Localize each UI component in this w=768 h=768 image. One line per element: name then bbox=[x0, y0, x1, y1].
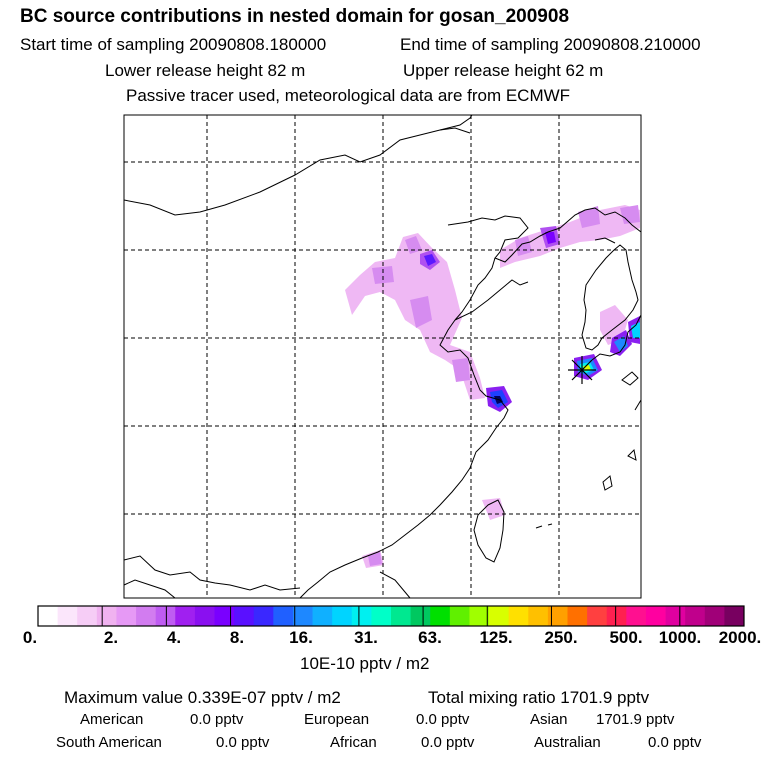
tick-label: 8. bbox=[229, 628, 245, 647]
colorbar-cell bbox=[489, 606, 510, 626]
colorbar-cell bbox=[77, 606, 98, 626]
tick-label: 0. bbox=[22, 628, 38, 647]
colorbar-units: 10E-10 pptv / m2 bbox=[300, 654, 430, 673]
upper-release-height: Upper release height 62 m bbox=[403, 61, 604, 80]
colorbar-cell bbox=[332, 606, 353, 626]
colorbar-cell bbox=[685, 606, 706, 626]
total-mixing-ratio: Total mixing ratio 1701.9 pptv bbox=[428, 688, 650, 707]
source-label: African bbox=[330, 734, 377, 751]
tick-label: 31. bbox=[354, 628, 378, 647]
tick-label: 250. bbox=[544, 628, 578, 647]
tick-label: 1000. bbox=[658, 628, 702, 647]
lat-lon-grid bbox=[124, 115, 641, 598]
colorbar-cell bbox=[312, 606, 333, 626]
colorbar-cell bbox=[38, 606, 59, 626]
colorbar-cell bbox=[528, 606, 549, 626]
colorbar-cell bbox=[175, 606, 196, 626]
source-value: 0.0 pptv bbox=[648, 734, 702, 751]
plot-title: BC source contributions in nested domain… bbox=[20, 6, 570, 27]
colorbar-cell bbox=[273, 606, 294, 626]
colorbar-cell bbox=[351, 606, 372, 626]
colorbar-cell bbox=[371, 606, 392, 626]
start-sampling-time: Start time of sampling 20090808.180000 bbox=[20, 35, 327, 54]
tick-label: 125. bbox=[479, 628, 513, 647]
receptor-site-marker bbox=[568, 356, 596, 384]
source-value: 0.0 pptv bbox=[416, 711, 470, 728]
colorbar-cell bbox=[626, 606, 647, 626]
plume-medium bbox=[368, 205, 640, 566]
source-label: Australian bbox=[534, 734, 601, 751]
colorbar-cell bbox=[645, 606, 666, 626]
colorbar-cell bbox=[57, 606, 78, 626]
source-value: 0.0 pptv bbox=[216, 734, 270, 751]
colorbar-cell bbox=[469, 606, 490, 626]
colorbar-cell bbox=[547, 606, 568, 626]
tick-label: 2000. bbox=[718, 628, 762, 647]
source-label: South American bbox=[56, 734, 162, 751]
colorbar-cell bbox=[234, 606, 255, 626]
colorbar-cell bbox=[508, 606, 529, 626]
colorbar-cell bbox=[665, 606, 686, 626]
coastlines bbox=[123, 114, 642, 599]
tick-label: 16. bbox=[289, 628, 313, 647]
colorbar-cell bbox=[724, 606, 745, 626]
tick-label: 63. bbox=[418, 628, 442, 647]
source-value: 0.0 pptv bbox=[421, 734, 475, 751]
colorbar-cell bbox=[587, 606, 608, 626]
colorbar-cell bbox=[194, 606, 215, 626]
colorbar-cell bbox=[253, 606, 274, 626]
tracer-note: Passive tracer used, meteorological data… bbox=[126, 86, 571, 105]
source-label: Asian bbox=[530, 711, 568, 728]
colorbar-cell bbox=[155, 606, 176, 626]
tick-label: 2. bbox=[103, 628, 119, 647]
tick-label: 4. bbox=[166, 628, 182, 647]
colorbar-cell bbox=[116, 606, 137, 626]
end-sampling-time: End time of sampling 20090808.210000 bbox=[400, 35, 701, 54]
colorbar-cell bbox=[96, 606, 117, 626]
source-label: European bbox=[304, 711, 370, 728]
source-value: 1701.9 pptv bbox=[596, 711, 675, 728]
colorbar-cell bbox=[430, 606, 451, 626]
colorbar-cell bbox=[136, 606, 157, 626]
colorbar-cell bbox=[606, 606, 627, 626]
colorbar-cell bbox=[391, 606, 412, 626]
colorbar-cell bbox=[410, 606, 431, 626]
maximum-value: Maximum value 0.339E-07 pptv / m2 bbox=[64, 688, 341, 707]
source-value: 0.0 pptv bbox=[190, 711, 244, 728]
tick-label: 500. bbox=[609, 628, 643, 647]
lower-release-height: Lower release height 82 m bbox=[105, 61, 306, 80]
colorbar-cell bbox=[704, 606, 725, 626]
colorbar-cell bbox=[567, 606, 588, 626]
colorbar-cell bbox=[292, 606, 313, 626]
colorbar-cell bbox=[214, 606, 235, 626]
colorbar-cell bbox=[449, 606, 470, 626]
source-label: American bbox=[80, 711, 144, 728]
